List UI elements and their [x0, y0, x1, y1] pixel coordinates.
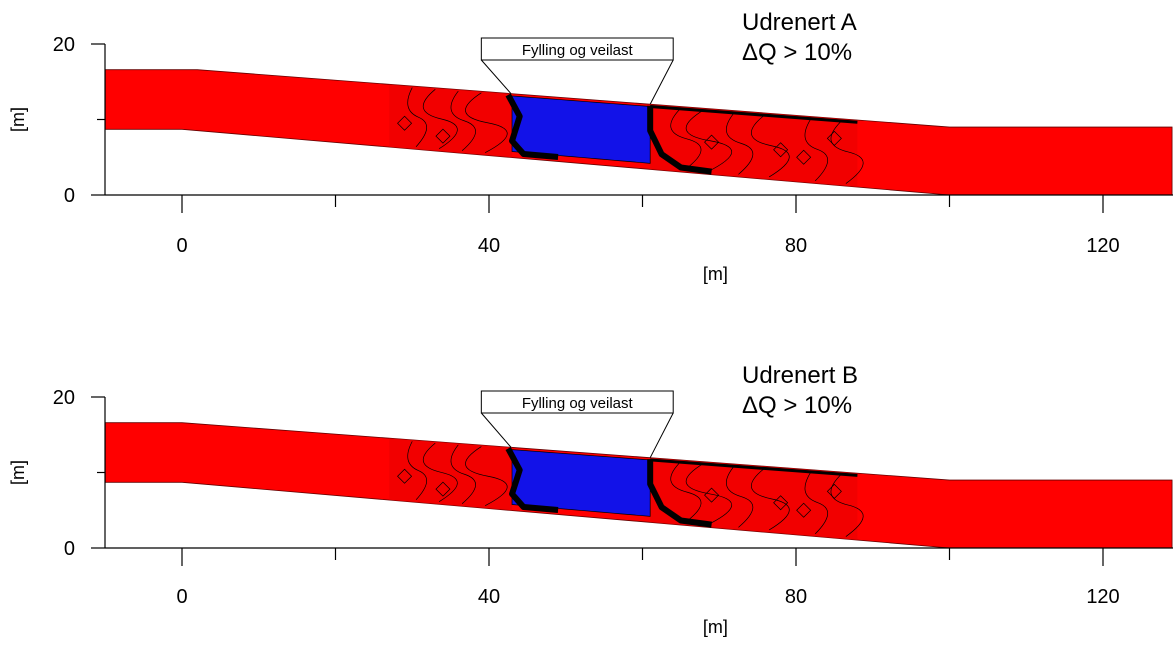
annotation-text: Fylling og veilast: [522, 42, 634, 59]
axes: 0 20 [m] 0 40 80 120 [m]: [8, 34, 1173, 284]
contour-line-8: [804, 471, 829, 535]
slope-group: [105, 422, 1173, 549]
contour-line-0: [407, 87, 427, 147]
x-tick-label: 0: [176, 586, 187, 608]
x-tick-label: 40: [478, 235, 500, 257]
y-axis-label: [m]: [8, 460, 28, 485]
contour-island-1: [435, 128, 451, 144]
contour-island-0: [397, 468, 413, 484]
panel-title: Udrenert B: [742, 362, 858, 389]
contour-island-2: [704, 134, 720, 150]
annotation-box: [480, 390, 674, 414]
axes: 0 20 [m] 0 40 80 120 [m]: [8, 387, 1173, 637]
annotation-callout: Fylling og veilast: [480, 37, 674, 105]
contour-line-4: [670, 461, 702, 524]
x-axis-label: [m]: [703, 617, 728, 637]
contour-line-5: [685, 462, 732, 526]
stable-zone: [512, 95, 651, 164]
transition-zone-0: [389, 84, 513, 158]
stable-zone: [512, 449, 651, 517]
contour-island-3: [773, 495, 789, 511]
annotation-leader-left: [480, 412, 512, 448]
x-axis-label: [m]: [703, 264, 728, 284]
contour-line-6: [726, 465, 754, 528]
panel-subtitle: ΔQ > 10%: [742, 39, 852, 66]
contour-island-5: [826, 483, 842, 499]
x-tick-label: 120: [1086, 235, 1119, 257]
contour-line-5: [685, 109, 732, 173]
annotation-box: [480, 37, 674, 61]
annotation-leader-right: [649, 59, 674, 105]
transition-zone-1: [650, 457, 858, 541]
contour-line-3: [465, 92, 508, 153]
panel-title: Udrenert A: [742, 9, 857, 36]
x-tick-label: 0: [176, 235, 187, 257]
contour-line-6: [726, 111, 754, 175]
annotation-leader-left: [480, 59, 512, 95]
contour-island-4: [796, 502, 812, 518]
contour-island-5: [826, 130, 842, 146]
y-tick-label: 0: [64, 185, 75, 207]
contour-line-7: [751, 114, 790, 178]
stable-zone-outline: [511, 449, 651, 517]
x-tick-label: 80: [785, 586, 807, 608]
contour-line-1: [423, 89, 458, 150]
contour-island-4: [796, 149, 812, 165]
y-axis-label: [m]: [8, 107, 28, 132]
x-tick-label: 120: [1086, 586, 1119, 608]
annotation-callout: Fylling og veilast: [480, 390, 674, 458]
annotation-text: Fylling og veilast: [522, 395, 634, 412]
contour-island-0: [397, 115, 413, 131]
y-tick-label: 0: [64, 538, 75, 560]
transition-zone-1: [650, 104, 858, 188]
x-tick-label: 40: [478, 586, 500, 608]
panel-udrenert-a: 0 20 [m] 0 40 80 120 [m] Fylling og veilast Udren…: [8, 9, 1173, 284]
contour-line-8: [804, 117, 829, 182]
annotation-leader-right: [649, 412, 674, 458]
slope-group: [105, 69, 1173, 196]
contour-line-4: [670, 107, 702, 171]
stable-zone-outline: [511, 95, 651, 164]
x-tick-label: 80: [785, 235, 807, 257]
contour-island-3: [773, 142, 789, 158]
transition-zone-0: [389, 438, 513, 511]
contour-island-2: [704, 487, 720, 503]
crest-band: [650, 458, 858, 477]
contour-line-3: [465, 446, 508, 506]
crest-band: [650, 104, 858, 124]
y-tick-label: 20: [53, 387, 75, 409]
contour-line-7: [751, 467, 790, 531]
y-tick-label: 20: [53, 34, 75, 56]
contour-island-1: [435, 481, 451, 497]
contour-line-2: [450, 444, 476, 504]
panel-subtitle: ΔQ > 10%: [742, 392, 852, 419]
contour-line-2: [450, 90, 476, 151]
contour-line-0: [407, 441, 427, 500]
contour-line-1: [423, 442, 458, 503]
panel-udrenert-b: 0 20 [m] 0 40 80 120 [m] Fylling og veilast Udren…: [8, 362, 1173, 637]
